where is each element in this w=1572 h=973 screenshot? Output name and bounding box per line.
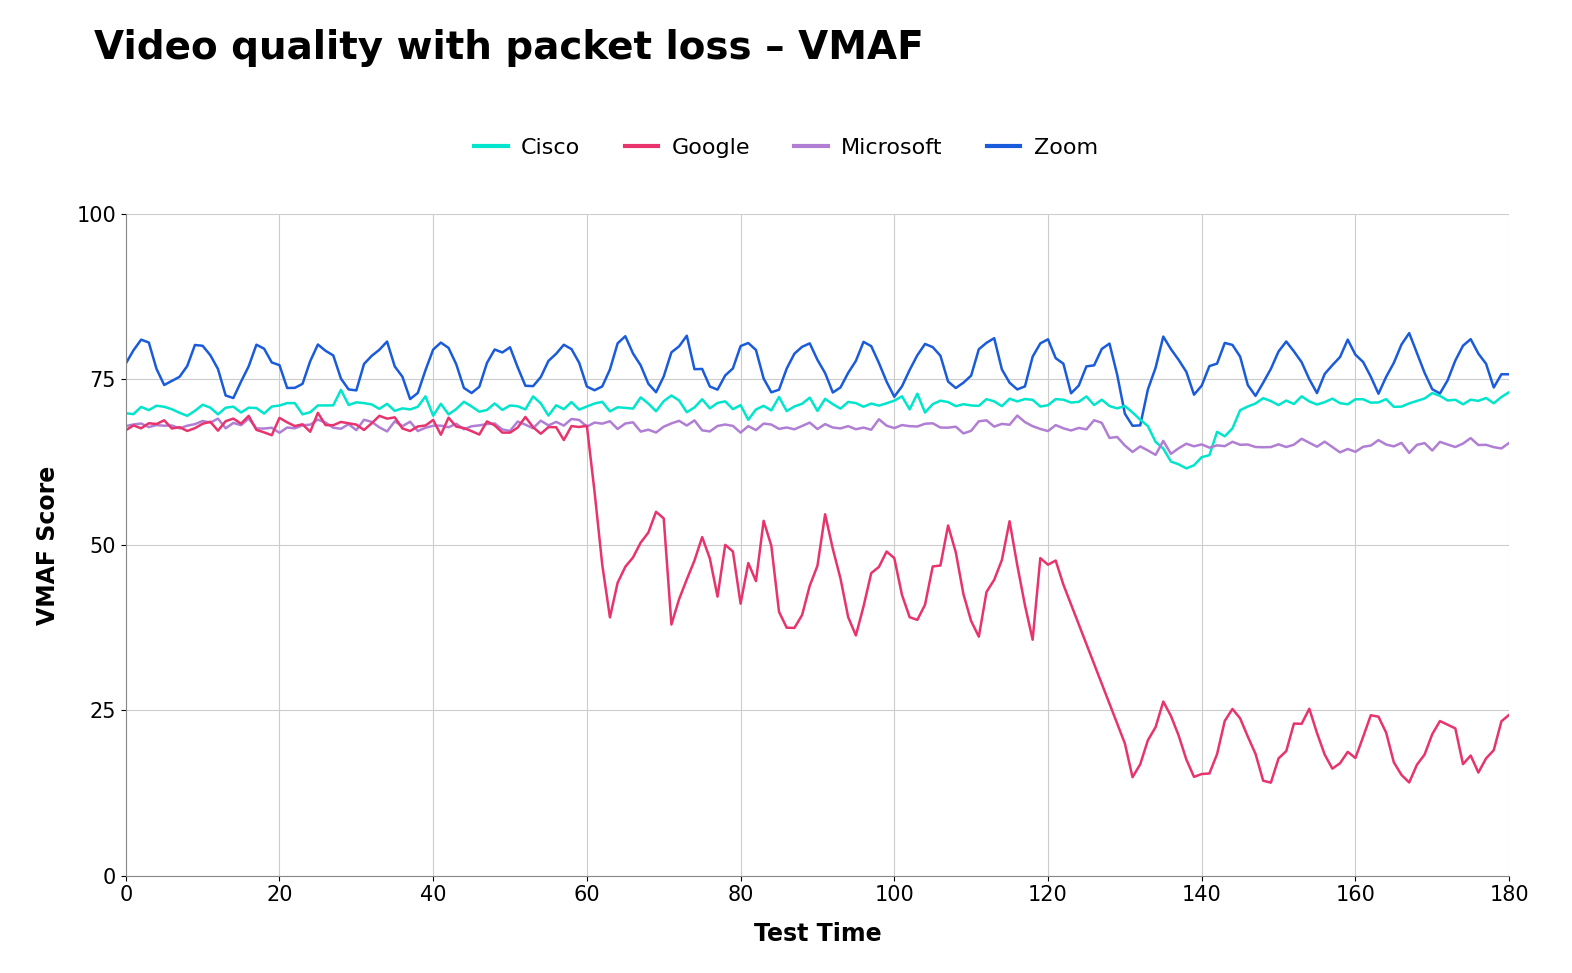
Google [116, 424, 135, 436]
Cisco [792, 398, 811, 410]
Google [1261, 776, 1280, 788]
Line: Google: Google [126, 413, 1509, 782]
Microsoft [1008, 410, 1027, 421]
Cisco [1500, 386, 1519, 398]
Zoom [500, 342, 519, 353]
Zoom [1399, 327, 1418, 339]
Line: Zoom: Zoom [126, 333, 1509, 426]
Google [792, 609, 811, 621]
Line: Cisco: Cisco [126, 390, 1509, 468]
Legend: Cisco, Google, Microsoft, Zoom: Cisco, Google, Microsoft, Zoom [465, 127, 1107, 167]
Microsoft [324, 422, 343, 434]
Microsoft [116, 420, 135, 432]
Cisco [231, 407, 250, 418]
Line: Microsoft: Microsoft [126, 415, 1509, 454]
Zoom [116, 358, 135, 370]
Google [784, 622, 803, 633]
Cisco [784, 401, 803, 413]
Google [508, 421, 527, 433]
Microsoft [1276, 441, 1295, 452]
Cisco [508, 400, 527, 412]
Microsoft [1500, 437, 1519, 449]
Google [1276, 745, 1295, 757]
Google [332, 416, 351, 428]
Zoom [1269, 345, 1287, 357]
X-axis label: Test Time: Test Time [753, 922, 882, 946]
Google [231, 417, 250, 429]
Cisco [1177, 462, 1196, 474]
Microsoft [1146, 449, 1165, 460]
Zoom [784, 348, 803, 360]
Zoom [777, 363, 795, 375]
Y-axis label: VMAF Score: VMAF Score [36, 465, 60, 625]
Zoom [1500, 369, 1519, 380]
Zoom [324, 349, 343, 361]
Cisco [324, 400, 343, 412]
Microsoft [784, 423, 803, 435]
Cisco [116, 408, 135, 419]
Zoom [231, 376, 250, 387]
Google [308, 407, 327, 418]
Microsoft [231, 419, 250, 431]
Zoom [1122, 420, 1141, 432]
Cisco [1276, 395, 1295, 407]
Text: Video quality with packet loss – VMAF: Video quality with packet loss – VMAF [94, 29, 924, 67]
Cisco [332, 384, 351, 396]
Google [1500, 709, 1519, 721]
Microsoft [777, 421, 795, 433]
Microsoft [500, 425, 519, 437]
